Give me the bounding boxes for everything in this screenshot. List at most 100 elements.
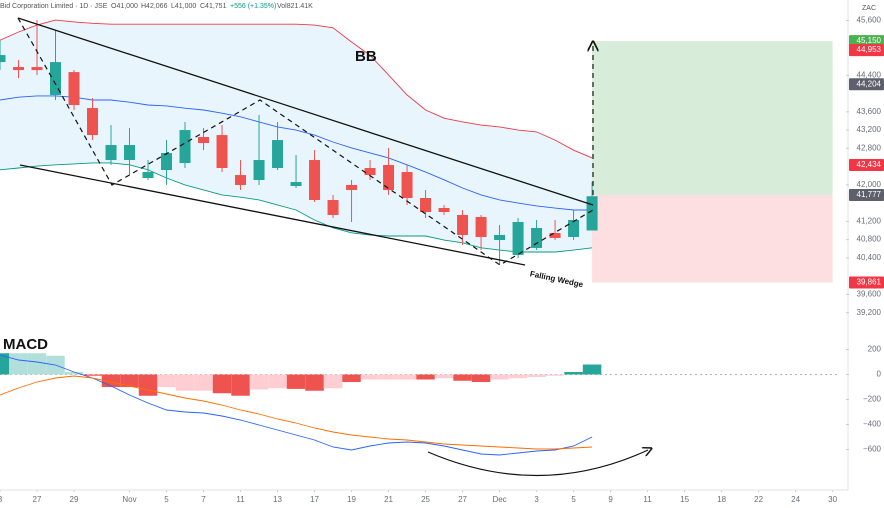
x-tick-label: 24 xyxy=(791,495,800,504)
candle-body xyxy=(105,145,117,161)
header-change: +556 (+1.35%) xyxy=(230,3,276,10)
histogram-bar xyxy=(27,353,47,375)
histogram-bar xyxy=(0,353,10,375)
histogram-bar xyxy=(360,374,380,380)
candle-body xyxy=(364,168,376,176)
x-tick-label: 3 xyxy=(534,495,539,504)
histogram-bar xyxy=(194,374,213,391)
price-pill-label: 44,953 xyxy=(857,45,882,54)
x-tick-label: 18 xyxy=(717,495,726,504)
curve-arrow xyxy=(427,450,648,477)
y-tick-label: 40,400 xyxy=(857,253,882,262)
price-pill xyxy=(849,189,884,202)
price-pill-label: 44,204 xyxy=(857,79,882,88)
candle-body xyxy=(401,172,413,198)
candle-body xyxy=(253,160,265,181)
candle-body xyxy=(309,160,321,201)
histogram-bar xyxy=(175,374,195,391)
histogram-bar xyxy=(9,353,28,375)
candle-body xyxy=(475,216,487,237)
y-tick-label: 0 xyxy=(877,370,882,379)
histogram-bar xyxy=(416,374,435,380)
price-pill-label: 42,434 xyxy=(857,160,882,169)
header-open: O41,000 xyxy=(111,3,138,10)
price-pill xyxy=(849,276,884,289)
series-line xyxy=(0,375,593,450)
y-tick-label: −600 xyxy=(863,445,882,454)
histogram-bar xyxy=(249,374,269,390)
candle-body xyxy=(531,227,543,248)
price-pill xyxy=(849,159,884,172)
candle-body xyxy=(586,196,598,231)
macd-label: MACD xyxy=(3,336,48,353)
y-tick-label: 42,000 xyxy=(857,180,882,189)
histogram-bar xyxy=(138,374,158,396)
candle-body xyxy=(420,198,432,213)
price-pill xyxy=(849,78,884,91)
histogram-bar xyxy=(582,364,602,375)
histogram-bar xyxy=(564,372,583,375)
candle-body xyxy=(87,108,99,136)
histogram-bar xyxy=(157,374,176,387)
candle-body xyxy=(124,145,136,161)
histogram-bar xyxy=(212,374,232,394)
x-tick-label: 13 xyxy=(273,495,282,504)
candle-body xyxy=(290,182,302,186)
candle-body xyxy=(235,175,247,185)
background-layer xyxy=(0,20,840,375)
histogram-bar xyxy=(379,374,398,380)
histogram-bar xyxy=(471,374,491,382)
histogram-bar xyxy=(490,374,509,380)
price-pill xyxy=(849,44,884,57)
histogram-bar xyxy=(397,374,417,380)
price-pill-label: 45,150 xyxy=(857,36,882,45)
wedge-upper xyxy=(17,17,594,206)
header-high: H42,066 xyxy=(141,3,168,10)
series-line xyxy=(0,19,593,159)
y-tick-label: 39,600 xyxy=(857,290,882,299)
candle-body xyxy=(383,165,395,191)
histogram-bar xyxy=(64,372,84,375)
candle-body xyxy=(31,67,43,71)
header-low: L41,000 xyxy=(171,3,196,10)
header-volume: Vol821.41K xyxy=(277,3,313,10)
candle-body xyxy=(568,220,580,237)
x-tick-label: 7 xyxy=(201,495,206,504)
x-tick-label: 27 xyxy=(33,495,42,504)
header-title: Bid Corporation Limited · 1D · JSE xyxy=(0,3,108,10)
candle-body xyxy=(198,137,210,144)
x-tick-label: 15 xyxy=(680,495,689,504)
histogram-bar xyxy=(527,374,546,377)
histogram-bar xyxy=(268,374,287,389)
x-tick-label: 9 xyxy=(608,495,613,504)
histogram-bar xyxy=(434,374,454,379)
candle-body xyxy=(512,222,524,255)
x-tick-label: 3 xyxy=(0,495,3,504)
price-pill-label: 41,777 xyxy=(857,190,882,199)
plot-layer xyxy=(0,19,602,456)
candle-body xyxy=(272,140,284,169)
histogram-bar xyxy=(508,374,528,379)
y-tick-label: 40,800 xyxy=(857,235,882,244)
x-tick-label: 25 xyxy=(421,495,430,504)
histogram-bar xyxy=(305,374,324,391)
y-tick-label: 42,800 xyxy=(857,143,882,152)
x-tick-label: Dec xyxy=(492,495,506,504)
histogram-bar xyxy=(286,374,306,389)
y-tick-label: 43,600 xyxy=(857,107,882,116)
x-tick-label: 17 xyxy=(310,495,319,504)
candle-body xyxy=(494,234,506,240)
histogram-bar xyxy=(231,374,250,396)
x-tick-label: 30 xyxy=(828,495,837,504)
x-tick-label: 19 xyxy=(347,495,356,504)
band-fill xyxy=(0,20,593,252)
x-tick-label: Nov xyxy=(122,495,136,504)
y-tick-label: 41,200 xyxy=(857,216,882,225)
drawings xyxy=(17,17,648,477)
x-tick-label: 11 xyxy=(236,495,245,504)
bb-label: BB xyxy=(355,48,377,65)
x-tick-label: 27 xyxy=(458,495,467,504)
candle-body xyxy=(0,55,6,63)
